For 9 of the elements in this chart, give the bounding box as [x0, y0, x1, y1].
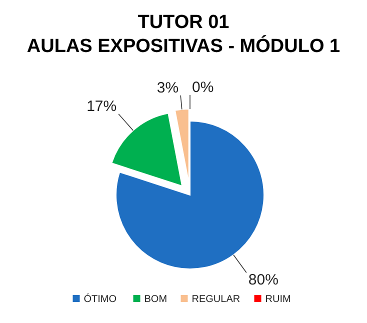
legend-label: ÓTIMO [84, 293, 117, 305]
legend-label: BOM [144, 294, 168, 305]
data-label: 3% [156, 79, 179, 96]
legend-label: RUIM [265, 294, 291, 305]
chart-title: TUTOR 01 AULAS EXPOSITIVAS - MÓDULO 1 [26, 12, 341, 57]
text: 0% [192, 79, 214, 96]
data-label: 80% [248, 272, 278, 289]
data-label: 17% [86, 98, 117, 115]
legend-label: REGULAR [192, 294, 240, 305]
